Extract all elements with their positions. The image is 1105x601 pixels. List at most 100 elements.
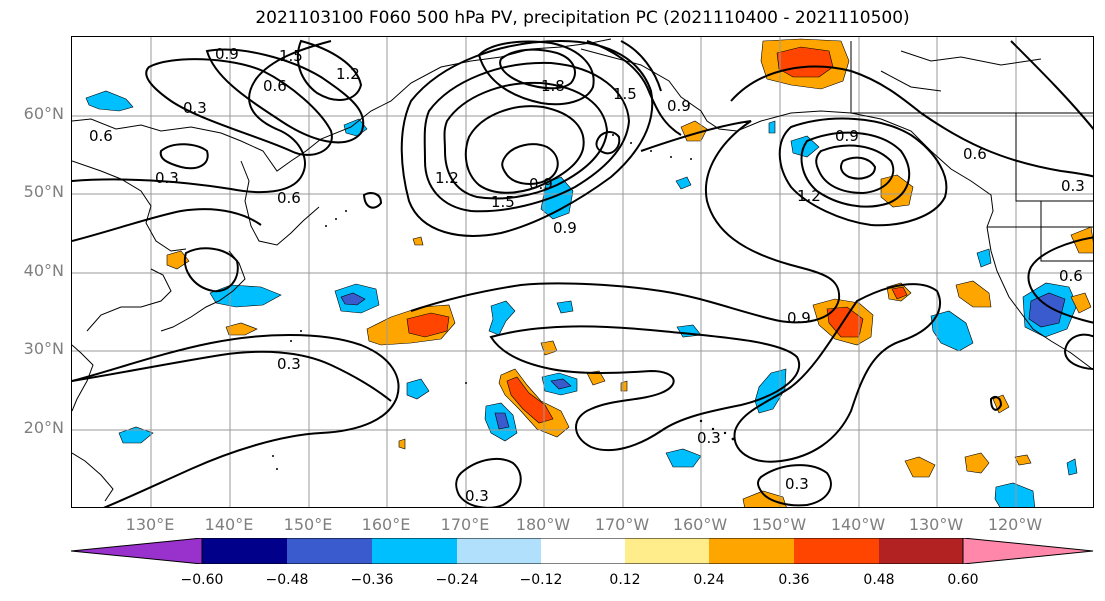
pv-contour (989, 396, 1003, 411)
precip-blob (488, 300, 516, 336)
precip-blob (118, 426, 154, 444)
contour-label: 1.8 (541, 77, 565, 95)
contour-label: 0.9 (835, 127, 859, 145)
pv-contour (620, 40, 662, 92)
colorbar-swatch (372, 538, 457, 564)
contour-label: 0.3 (1061, 177, 1085, 195)
precip-blob (494, 412, 510, 430)
pv-contour (72, 350, 392, 402)
precip-blob (675, 176, 692, 190)
pv-contour (499, 48, 576, 90)
pv-contour (362, 192, 383, 209)
pv-contour (1027, 236, 1093, 324)
colorbar-swatch (625, 538, 709, 564)
lon-label-130w: 130°W (908, 515, 964, 534)
precip-blob (776, 46, 834, 78)
pv-contour (477, 40, 595, 106)
pv-contour (778, 117, 948, 227)
colorbar-swatch (794, 538, 879, 564)
precip-negative-shading (85, 90, 1078, 507)
lon-label-150e: 150°E (283, 515, 333, 534)
pv-contour (501, 143, 559, 185)
contour-label: 0.9 (215, 45, 239, 63)
map-canvas: 0.9 1.5 1.2 0.6 0.3 0.6 0.3 0.6 1.8 1.5 … (72, 37, 1093, 507)
precip-blob (586, 370, 606, 386)
contour-label: 1.5 (279, 47, 303, 65)
colorbar-tick-label: 0.36 (778, 572, 810, 588)
lat-label-60n: 60°N (23, 104, 64, 123)
lat-label-40n: 40°N (23, 261, 64, 280)
pv-contour (183, 247, 239, 293)
pv-contours (72, 39, 1093, 507)
colorbar-tick-label: 0.12 (609, 572, 641, 588)
contour-label: 0.3 (785, 475, 809, 493)
precip-blob (412, 236, 424, 246)
graticule (72, 37, 1093, 507)
precip-blob (85, 90, 134, 112)
colorbar-tick-label: −0.36 (350, 572, 394, 588)
precip-blob (880, 174, 914, 208)
precip-blob (556, 300, 574, 314)
colorbar-tick-label: 0.48 (863, 572, 895, 588)
pv-contour (72, 40, 332, 194)
lon-label-140w: 140°W (830, 515, 886, 534)
colorbar-tick-label: 0.60 (947, 572, 979, 588)
lat-label-30n: 30°N (23, 339, 64, 358)
lon-label-120w: 120°W (987, 515, 1043, 534)
map-panel: 0.9 1.5 1.2 0.6 0.3 0.6 0.3 0.6 1.8 1.5 … (71, 36, 1094, 508)
precip-blob (1014, 454, 1032, 466)
precip-blob (976, 248, 992, 268)
pv-contour (72, 208, 262, 242)
pv-contour (757, 464, 832, 507)
precip-blob (768, 120, 776, 134)
precip-blob (540, 340, 558, 356)
contour-label: 0.3 (465, 487, 489, 505)
colorbar-swatch (457, 538, 541, 564)
precip-blob (406, 312, 450, 338)
precip-blob (166, 250, 190, 270)
contour-label: 0.6 (963, 145, 987, 163)
precip-blob (620, 380, 628, 392)
pv-contour (464, 105, 585, 194)
contour-label: 0.6 (89, 127, 113, 145)
lon-label-160w: 160°W (672, 515, 728, 534)
pv-contour (423, 61, 631, 213)
lat-label-50n: 50°N (23, 182, 64, 201)
contour-label: 0.9 (529, 175, 553, 193)
pv-contour (159, 143, 209, 170)
contour-label: 0.3 (183, 99, 207, 117)
pv-contour (410, 120, 841, 324)
contour-label: 1.5 (491, 193, 515, 211)
lon-label-140e: 140°E (204, 515, 254, 534)
contour-label: 0.9 (553, 219, 577, 237)
colorbar (70, 537, 1095, 568)
contour-label: 0.3 (277, 355, 301, 373)
colorbar-swatch (202, 538, 287, 564)
colorbar-tick-label: 0.24 (693, 572, 725, 588)
pv-contour (400, 39, 654, 237)
contour-label: 0.9 (667, 97, 691, 115)
pv-contour (1010, 40, 1093, 131)
pv-contour (800, 131, 910, 208)
lon-label-170e: 170°E (440, 515, 490, 534)
colorbar-swatch (879, 538, 963, 564)
colorbar-tick-label: −0.60 (180, 572, 224, 588)
colorbar-swatch (709, 538, 794, 564)
colorbar-tick-label: −0.24 (435, 572, 479, 588)
pv-contour (840, 156, 877, 180)
precip-blob (742, 490, 787, 507)
precip-blob (1070, 292, 1092, 314)
pv-contour (455, 457, 522, 507)
precip-blob (964, 452, 990, 474)
colorbar-swatch (541, 538, 625, 564)
contour-label: 1.5 (613, 85, 637, 103)
map-title: 2021103100 F060 500 hPa PV, precipitatio… (255, 8, 910, 28)
colorbar-extend-high (962, 537, 1094, 565)
precip-blob (994, 482, 1036, 507)
pv-contour (443, 81, 609, 200)
pv-contour (730, 65, 1093, 178)
colorbar-swatch (287, 538, 372, 564)
lon-label-160e: 160°E (361, 515, 411, 534)
lon-label-170w: 170°W (594, 515, 650, 534)
contour-label: 0.6 (263, 77, 287, 95)
